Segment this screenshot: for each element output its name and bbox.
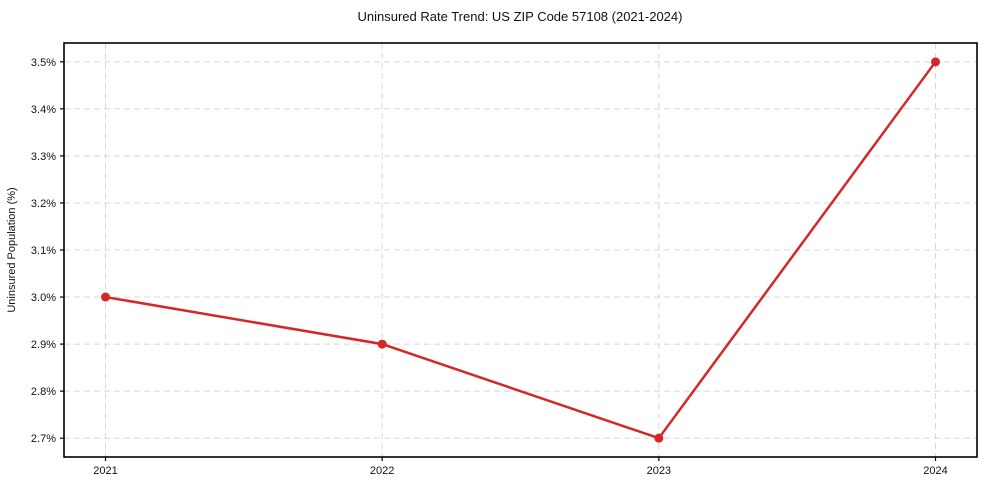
x-tick-label: 2021 <box>93 465 117 477</box>
y-axis-label: Uninsured Population (%) <box>6 187 18 312</box>
plot-border <box>63 42 978 458</box>
y-tick-label: 3.4% <box>31 104 56 116</box>
x-tick-label: 2023 <box>647 465 671 477</box>
plot-area: 2.7% 2.8% 2.9% 3.0% 3.1% 3.2% 3.3% 3.4% 3.5% 2021… <box>31 42 978 477</box>
data-point-marker <box>931 57 940 67</box>
y-tick-label: 3.1% <box>31 245 56 257</box>
y-tick-label: 3.3% <box>31 151 56 163</box>
y-tick-label: 3.5% <box>31 57 56 69</box>
x-tick-label: 2024 <box>923 465 947 477</box>
data-point-marker <box>654 433 664 443</box>
y-tick-label: 3.2% <box>31 198 56 210</box>
y-tick-label: 2.7% <box>31 433 56 445</box>
data-point-marker <box>377 339 387 349</box>
x-tick-label: 2022 <box>370 465 394 477</box>
chart-title: Uninsured Rate Trend: US ZIP Code 57108 … <box>358 9 683 24</box>
trend-line <box>104 60 937 440</box>
y-tick-label: 3.0% <box>31 292 56 304</box>
y-tick-label: 2.8% <box>31 386 56 398</box>
data-point-marker <box>101 292 110 302</box>
y-tick-label: 2.9% <box>31 339 56 351</box>
